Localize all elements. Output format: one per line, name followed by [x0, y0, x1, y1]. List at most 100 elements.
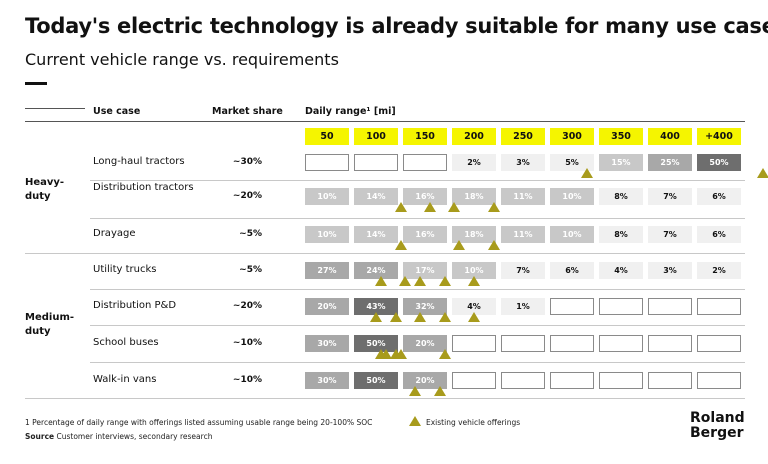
range-header-350: 350: [599, 128, 643, 145]
market-share-value: ~10%: [232, 338, 262, 348]
table-rule: [90, 362, 745, 363]
range-cell: [452, 372, 496, 389]
offering-marker: [448, 202, 461, 212]
range-cell: 5%: [550, 154, 594, 171]
source-line: Source Customer interviews, secondary re…: [25, 432, 212, 441]
range-cell: 17%: [403, 262, 447, 279]
range-cell: [305, 154, 349, 171]
table-rule: [90, 325, 745, 326]
range-cell: [354, 154, 398, 171]
range-cell: [648, 372, 692, 389]
range-cell: [697, 372, 741, 389]
offering-legend-marker: [409, 416, 421, 426]
offering-marker: [389, 312, 402, 322]
offering-marker: [409, 386, 422, 396]
use-case-label: Walk-in vans: [93, 374, 157, 385]
range-cell: [697, 298, 741, 315]
range-cell: 43%: [354, 298, 398, 315]
table-rule: [90, 218, 745, 219]
range-cell: 25%: [648, 154, 692, 171]
range-cell: 10%: [305, 188, 349, 205]
range-cell: 14%: [354, 226, 398, 243]
use-case-label: Long-haul tractors: [93, 156, 185, 167]
use-case-label: Utility trucks: [93, 264, 157, 275]
use-case-header: Use case: [93, 106, 141, 117]
range-header-200: 200: [452, 128, 496, 145]
range-cell: 32%: [403, 298, 447, 315]
range-cell: 10%: [452, 262, 496, 279]
table-rule: [90, 180, 745, 181]
title-accent-rule: [25, 82, 47, 85]
offering-marker: [487, 240, 500, 250]
range-cell: 30%: [305, 372, 349, 389]
range-cell: [599, 335, 643, 352]
offering-marker: [433, 386, 446, 396]
offering-marker: [438, 349, 451, 359]
logo-line-1: Roland: [690, 410, 745, 426]
group-label: Heavy- duty: [25, 177, 65, 202]
range-cell: 1%: [501, 298, 545, 315]
range-cell: 7%: [501, 262, 545, 279]
range-header-250: 250: [501, 128, 545, 145]
range-cell: 20%: [403, 372, 447, 389]
offering-marker: [453, 240, 466, 250]
market-share-value: ~20%: [232, 301, 262, 311]
range-header-150: 150: [403, 128, 447, 145]
range-cell: [550, 372, 594, 389]
use-case-label: School buses: [93, 337, 159, 348]
range-cell: 7%: [648, 226, 692, 243]
offering-marker: [757, 168, 768, 178]
market-share-header: Market share: [212, 106, 283, 117]
page-subtitle: Current vehicle range vs. requirements: [25, 50, 339, 69]
range-header-300: 300: [550, 128, 594, 145]
offering-marker: [423, 202, 436, 212]
offering-marker: [374, 276, 387, 286]
range-cell: [501, 335, 545, 352]
use-case-label: Distribution P&D: [93, 300, 177, 311]
offering-marker: [399, 276, 412, 286]
range-cell: [648, 335, 692, 352]
range-cell: 10%: [550, 188, 594, 205]
table-rule: [90, 289, 745, 290]
range-cell: 8%: [599, 226, 643, 243]
range-cell: [550, 298, 594, 315]
offering-marker: [438, 276, 451, 286]
table-rule: [25, 398, 745, 399]
range-cell: 6%: [697, 188, 741, 205]
range-header-100: 100: [354, 128, 398, 145]
range-cell: 20%: [305, 298, 349, 315]
daily-range-header: Daily range¹ [mi]: [305, 106, 396, 117]
range-cell: 3%: [648, 262, 692, 279]
offering-marker: [468, 312, 480, 322]
table-rule: [25, 108, 85, 109]
offering-marker: [394, 349, 407, 359]
market-share-value: ~20%: [232, 191, 262, 201]
offering-marker: [468, 276, 480, 286]
range-cell: 50%: [697, 154, 741, 171]
range-cell: 4%: [599, 262, 643, 279]
range-cell: 10%: [550, 226, 594, 243]
range-cell: [599, 372, 643, 389]
footnote: 1 Percentage of daily range with offerin…: [25, 418, 373, 427]
offering-marker: [394, 240, 407, 250]
range-cell: [599, 298, 643, 315]
range-cell: [550, 335, 594, 352]
range-cell: 11%: [501, 188, 545, 205]
range-cell: 50%: [354, 372, 398, 389]
range-cell: [403, 154, 447, 171]
range-cell: 15%: [599, 154, 643, 171]
range-cell: 6%: [697, 226, 741, 243]
offering-marker: [414, 312, 427, 322]
page-title: Today's electric technology is already s…: [25, 14, 768, 38]
offering-legend-label: Existing vehicle offerings: [426, 418, 521, 427]
range-header-400: 400: [648, 128, 692, 145]
table-rule: [25, 253, 745, 254]
range-cell: 10%: [305, 226, 349, 243]
range-cell: 14%: [354, 188, 398, 205]
range-cell: [452, 335, 496, 352]
range-cell: 18%: [452, 226, 496, 243]
range-cell: 27%: [305, 262, 349, 279]
range-cell: 50%: [354, 335, 398, 352]
range-cell: 20%: [403, 335, 447, 352]
source-label: Source: [25, 432, 55, 441]
